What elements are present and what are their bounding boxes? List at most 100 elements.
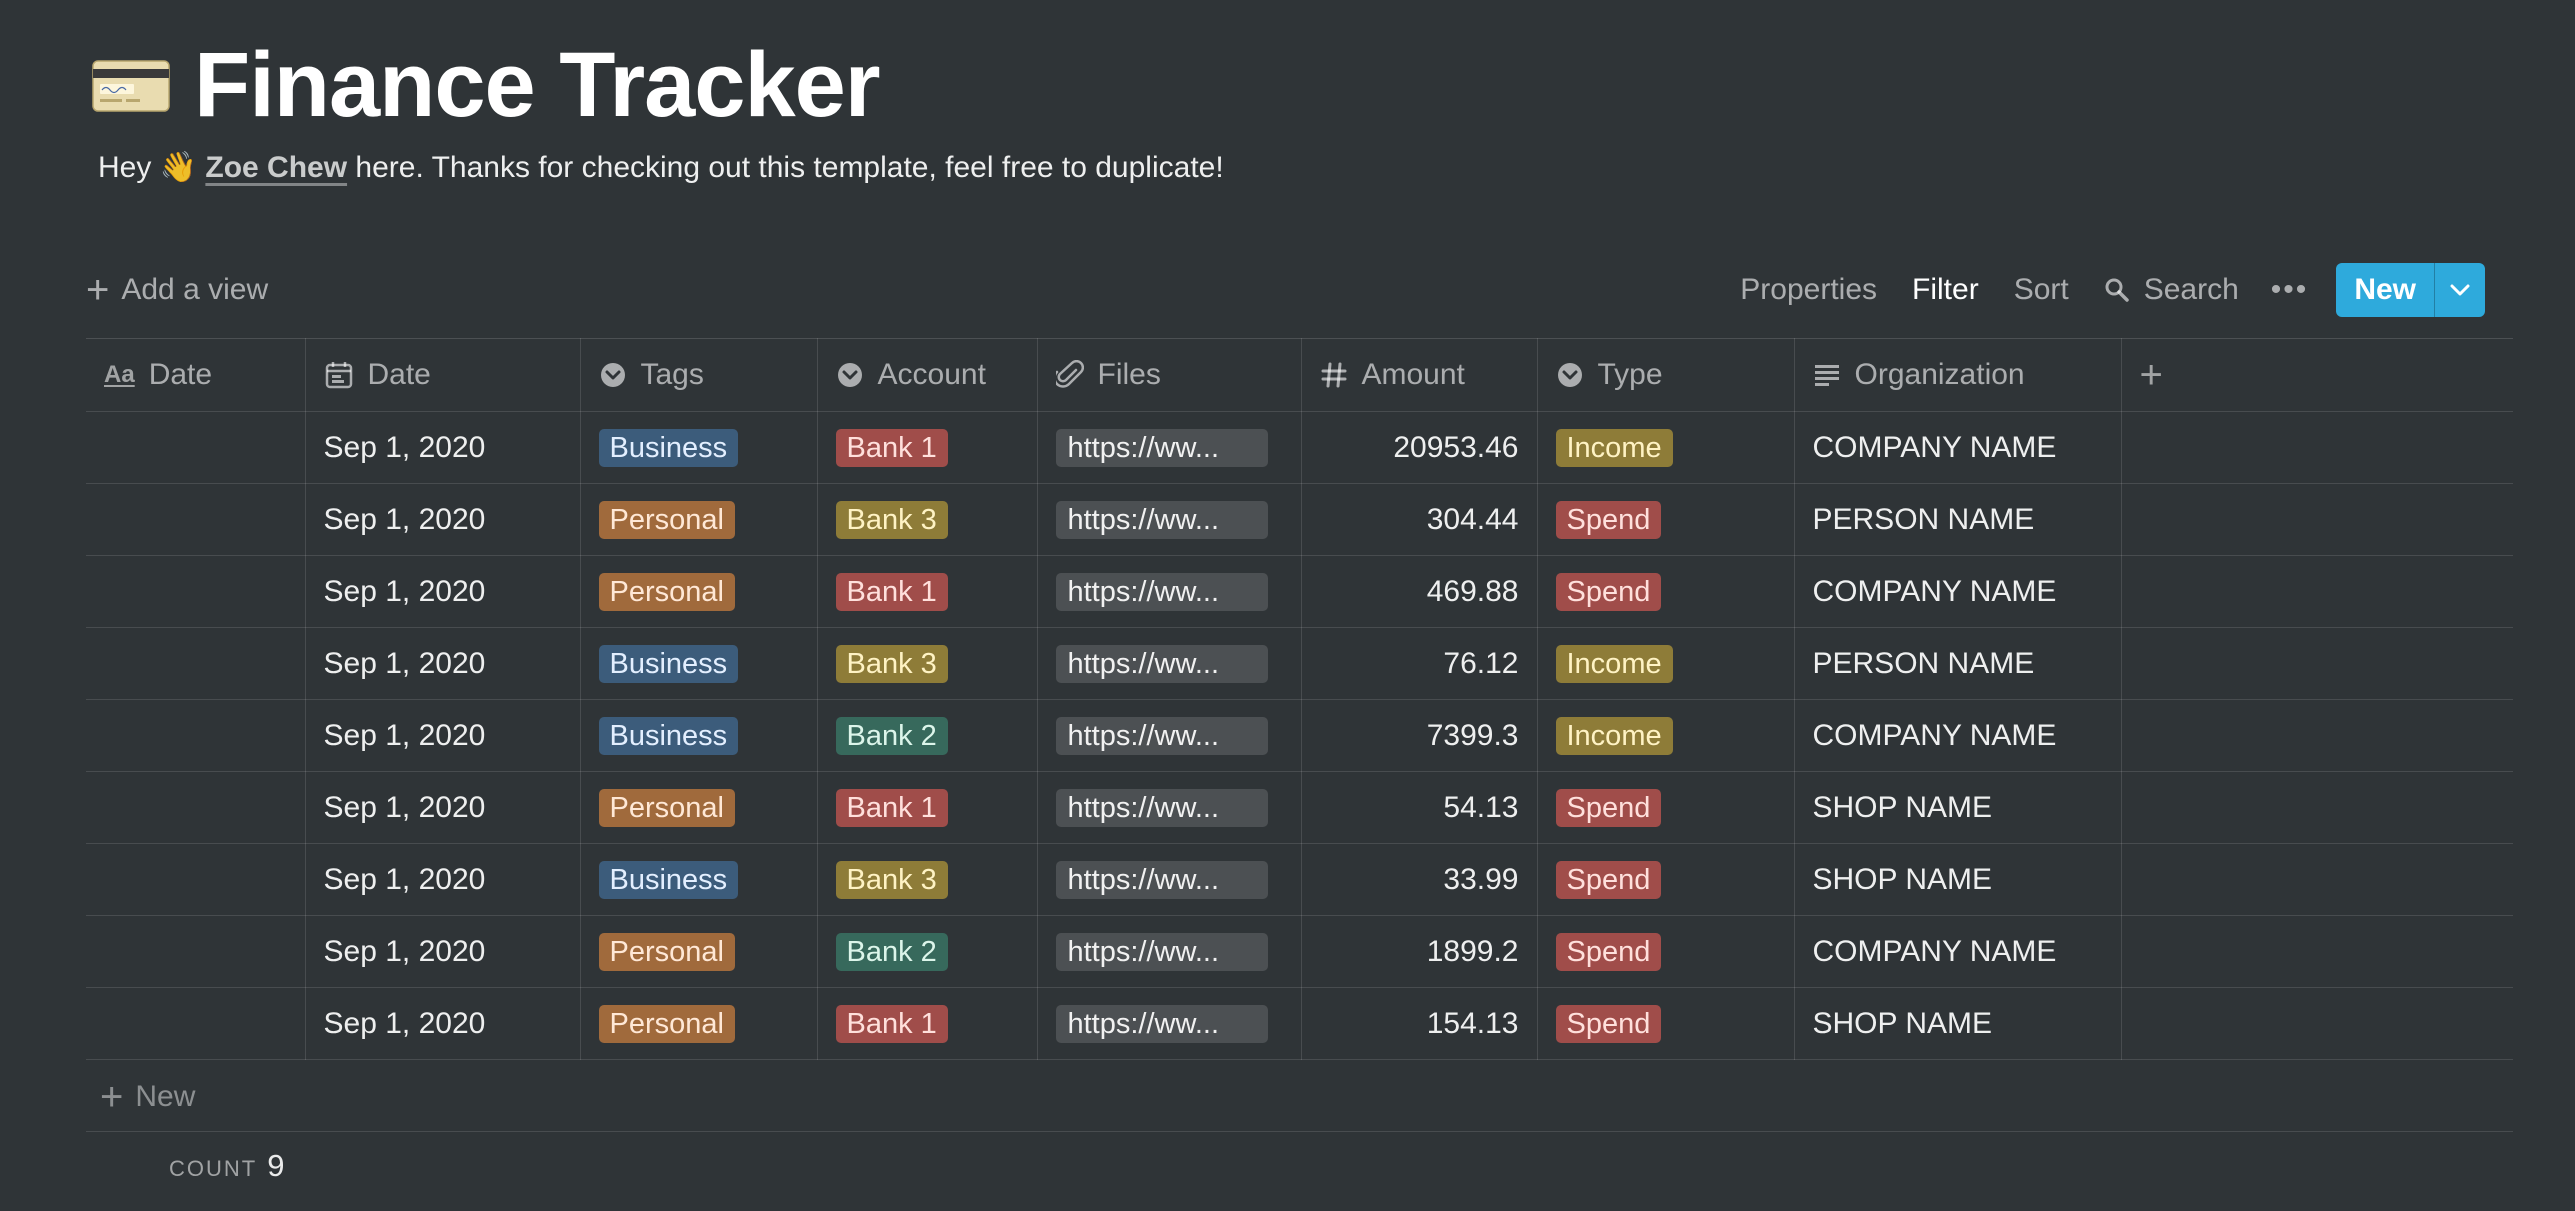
date-cell[interactable]: Sep 1, 2020 <box>305 411 581 484</box>
account-cell[interactable]: Bank 3 <box>817 483 1038 556</box>
organization-cell[interactable]: COMPANY NAME <box>1794 411 2122 484</box>
tags-cell[interactable]: Personal <box>580 915 818 988</box>
organization-cell[interactable]: SHOP NAME <box>1794 843 2122 916</box>
date-cell[interactable]: Sep 1, 2020 <box>305 915 581 988</box>
account-cell[interactable]: Bank 3 <box>817 843 1038 916</box>
files-cell[interactable]: https://ww... <box>1037 483 1302 556</box>
file-link[interactable]: https://ww... <box>1055 716 1268 755</box>
column-header-name[interactable]: Aa Date <box>86 338 306 412</box>
type-cell[interactable]: Spend <box>1537 843 1795 916</box>
name-cell[interactable] <box>86 627 306 700</box>
name-cell[interactable] <box>86 843 306 916</box>
count-calculation[interactable]: COUNT 9 <box>169 1148 284 1184</box>
files-cell[interactable]: https://ww... <box>1037 771 1302 844</box>
account-cell[interactable]: Bank 2 <box>817 699 1038 772</box>
organization-cell[interactable]: COMPANY NAME <box>1794 699 2122 772</box>
files-cell[interactable]: https://ww... <box>1037 627 1302 700</box>
files-cell[interactable]: https://ww... <box>1037 843 1302 916</box>
type-cell[interactable]: Income <box>1537 411 1795 484</box>
type-cell[interactable]: Income <box>1537 627 1795 700</box>
amount-cell[interactable]: 54.13 <box>1301 771 1538 844</box>
date-cell[interactable]: Sep 1, 2020 <box>305 987 581 1060</box>
name-cell[interactable] <box>86 483 306 556</box>
tags-cell[interactable]: Business <box>580 411 818 484</box>
type-cell[interactable]: Spend <box>1537 555 1795 628</box>
tags-cell[interactable]: Personal <box>580 555 818 628</box>
tags-cell[interactable]: Personal <box>580 771 818 844</box>
table-row[interactable]: Sep 1, 2020 Personal Bank 1 https://ww... 54… <box>86 771 2513 844</box>
table-row[interactable]: Sep 1, 2020 Personal Bank 2 https://ww... 18… <box>86 915 2513 988</box>
column-header-files[interactable]: Files <box>1037 338 1302 412</box>
tags-cell[interactable]: Business <box>580 843 818 916</box>
amount-cell[interactable]: 469.88 <box>1301 555 1538 628</box>
type-cell[interactable]: Income <box>1537 699 1795 772</box>
table-row[interactable]: Sep 1, 2020 Personal Bank 3 https://ww... 30… <box>86 483 2513 556</box>
type-cell[interactable]: Spend <box>1537 771 1795 844</box>
tags-cell[interactable]: Business <box>580 699 818 772</box>
files-cell[interactable]: https://ww... <box>1037 411 1302 484</box>
name-cell[interactable] <box>86 411 306 484</box>
files-cell[interactable]: https://ww... <box>1037 987 1302 1060</box>
organization-cell[interactable]: PERSON NAME <box>1794 483 2122 556</box>
type-cell[interactable]: Spend <box>1537 915 1795 988</box>
amount-cell[interactable]: 304.44 <box>1301 483 1538 556</box>
new-button[interactable]: New <box>2336 263 2434 317</box>
type-cell[interactable]: Spend <box>1537 483 1795 556</box>
date-cell[interactable]: Sep 1, 2020 <box>305 699 581 772</box>
account-cell[interactable]: Bank 1 <box>817 411 1038 484</box>
date-cell[interactable]: Sep 1, 2020 <box>305 771 581 844</box>
new-row-button[interactable]: + New <box>86 1063 2513 1132</box>
file-link[interactable]: https://ww... <box>1055 572 1268 611</box>
amount-cell[interactable]: 33.99 <box>1301 843 1538 916</box>
name-cell[interactable] <box>86 555 306 628</box>
date-cell[interactable]: Sep 1, 2020 <box>305 627 581 700</box>
file-link[interactable]: https://ww... <box>1055 788 1268 827</box>
file-link[interactable]: https://ww... <box>1055 428 1268 467</box>
account-cell[interactable]: Bank 2 <box>817 915 1038 988</box>
credit-card-icon[interactable] <box>92 57 170 113</box>
file-link[interactable]: https://ww... <box>1055 1004 1268 1043</box>
table-row[interactable]: Sep 1, 2020 Personal Bank 1 https://ww... 46… <box>86 555 2513 628</box>
author-mention-link[interactable]: Zoe Chew <box>205 151 348 184</box>
date-cell[interactable]: Sep 1, 2020 <box>305 555 581 628</box>
files-cell[interactable]: https://ww... <box>1037 555 1302 628</box>
filter-button[interactable]: Filter <box>1912 273 1979 306</box>
column-header-account[interactable]: Account <box>817 338 1038 412</box>
sort-button[interactable]: Sort <box>2013 273 2069 306</box>
properties-button[interactable]: Properties <box>1740 273 1878 306</box>
file-link[interactable]: https://ww... <box>1055 860 1268 899</box>
type-cell[interactable]: Spend <box>1537 987 1795 1060</box>
add-view-button[interactable]: + Add a view <box>86 270 268 310</box>
table-row[interactable]: Sep 1, 2020 Business Bank 3 https://ww... 33… <box>86 843 2513 916</box>
amount-cell[interactable]: 7399.3 <box>1301 699 1538 772</box>
tags-cell[interactable]: Personal <box>580 987 818 1060</box>
amount-cell[interactable]: 76.12 <box>1301 627 1538 700</box>
file-link[interactable]: https://ww... <box>1055 500 1268 539</box>
name-cell[interactable] <box>86 699 306 772</box>
name-cell[interactable] <box>86 771 306 844</box>
tags-cell[interactable]: Business <box>580 627 818 700</box>
table-row[interactable]: Sep 1, 2020 Personal Bank 1 https://ww... 15… <box>86 987 2513 1060</box>
column-header-type[interactable]: Type <box>1537 338 1795 412</box>
file-link[interactable]: https://ww... <box>1055 932 1268 971</box>
files-cell[interactable]: https://ww... <box>1037 915 1302 988</box>
date-cell[interactable]: Sep 1, 2020 <box>305 843 581 916</box>
tags-cell[interactable]: Personal <box>580 483 818 556</box>
table-row[interactable]: Sep 1, 2020 Business Bank 1 https://ww... 20… <box>86 411 2513 484</box>
account-cell[interactable]: Bank 1 <box>817 555 1038 628</box>
account-cell[interactable]: Bank 3 <box>817 627 1038 700</box>
files-cell[interactable]: https://ww... <box>1037 699 1302 772</box>
table-row[interactable]: Sep 1, 2020 Business Bank 2 https://ww... 73… <box>86 699 2513 772</box>
table-row[interactable]: Sep 1, 2020 Business Bank 3 https://ww... 76… <box>86 627 2513 700</box>
amount-cell[interactable]: 154.13 <box>1301 987 1538 1060</box>
name-cell[interactable] <box>86 987 306 1060</box>
new-dropdown-button[interactable] <box>2434 263 2485 317</box>
search-button[interactable]: Search <box>2104 273 2239 307</box>
column-header-organization[interactable]: Organization <box>1794 338 2122 412</box>
add-property-button[interactable]: + <box>2121 338 2513 412</box>
column-header-tags[interactable]: Tags <box>580 338 818 412</box>
amount-cell[interactable]: 20953.46 <box>1301 411 1538 484</box>
organization-cell[interactable]: COMPANY NAME <box>1794 555 2122 628</box>
date-cell[interactable]: Sep 1, 2020 <box>305 483 581 556</box>
amount-cell[interactable]: 1899.2 <box>1301 915 1538 988</box>
